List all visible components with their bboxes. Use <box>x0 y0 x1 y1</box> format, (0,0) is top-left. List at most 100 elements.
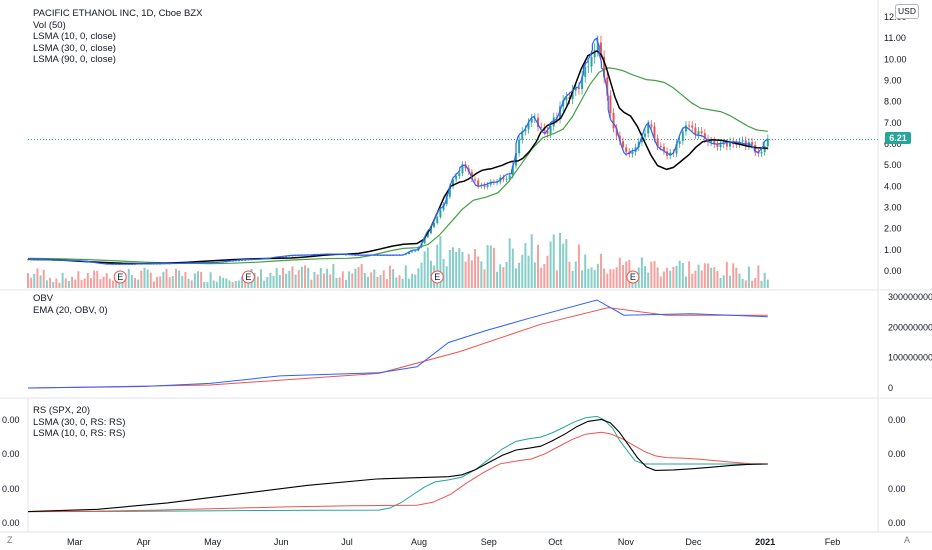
volume-bar <box>609 269 612 288</box>
volume-bar <box>335 277 338 288</box>
time-axis-label: Apr <box>137 537 151 547</box>
rs-tick-label-right: 0.00 <box>888 484 906 494</box>
time-axis-label: Oct <box>548 537 563 547</box>
volume-bar <box>615 267 618 288</box>
rs-lsma10-legend[interactable]: LSMA (10, 0, RS: RS) <box>33 428 126 439</box>
candle-body <box>489 181 492 185</box>
volume-bar <box>282 267 284 288</box>
volume-bar <box>297 270 300 288</box>
volume-bar <box>669 270 672 288</box>
volume-bar <box>530 234 533 288</box>
rs-tick-label-left: 0.00 <box>2 415 20 425</box>
candle-body <box>552 117 555 127</box>
volume-bar <box>480 261 483 288</box>
candle-body <box>442 204 445 210</box>
volume-bar <box>533 262 536 288</box>
volume-bar <box>426 247 429 288</box>
volume-bar <box>546 255 549 288</box>
candle-body <box>596 42 599 51</box>
rs-tick-label-left: 0.00 <box>2 449 20 459</box>
symbol-title[interactable]: PACIFIC ETHANOL INC, 1D, Cboe BZX <box>33 8 203 19</box>
lsma10-legend[interactable]: LSMA (10, 0, close) <box>33 31 116 42</box>
rs-legend-title[interactable]: RS (SPX, 20) <box>33 405 91 416</box>
volume-bar <box>184 271 187 288</box>
volume-bar <box>448 250 451 288</box>
volume-bar <box>549 241 552 288</box>
volume-bar <box>751 280 754 288</box>
obv-legend-title[interactable]: OBV <box>33 293 54 304</box>
volume-bar <box>647 272 650 288</box>
volume-bar <box>483 269 486 288</box>
volume-bar <box>593 270 596 288</box>
volume-bar <box>61 272 64 288</box>
volume-bar <box>181 275 184 288</box>
lsma90-legend[interactable]: LSMA (90, 0, close) <box>33 54 116 65</box>
volume-bar <box>458 248 461 288</box>
rs-tick-label-right: 0.00 <box>888 415 906 425</box>
volume-bar <box>603 268 606 288</box>
volume-bar <box>33 273 36 288</box>
volume-bar <box>697 264 700 288</box>
rs-lsma30-line <box>27 431 768 513</box>
candle-body <box>741 140 744 142</box>
volume-bar <box>86 273 89 288</box>
candle-body <box>474 179 477 181</box>
earnings-marker: E <box>241 270 255 284</box>
zoom-button[interactable]: Z <box>7 535 13 545</box>
volume-bar <box>127 269 130 288</box>
volume-bar <box>256 276 259 288</box>
ema-legend-title[interactable]: EMA (20, OBV, 0) <box>33 304 108 316</box>
candle-body <box>502 177 505 180</box>
volume-bar <box>171 276 174 288</box>
volume-bar <box>417 268 420 288</box>
candle-body <box>278 256 281 258</box>
volume-bar <box>455 251 458 288</box>
auto-scale-button[interactable]: A <box>904 535 911 545</box>
volume-bar <box>338 277 341 288</box>
rs-lsma30-legend[interactable]: LSMA (30, 0, RS: RS) <box>33 416 126 428</box>
ema-obv-line <box>27 307 768 389</box>
volume-bar <box>316 274 319 288</box>
volume-bar <box>222 277 225 288</box>
volume-bar <box>700 270 703 288</box>
time-axis-label: 2021 <box>755 537 775 547</box>
volume-bar <box>653 261 656 288</box>
volume-bar <box>83 278 86 288</box>
candle-body <box>247 259 250 261</box>
candle-body <box>477 180 480 187</box>
volume-bar <box>703 263 706 288</box>
price-tick-label: 11.00 <box>884 33 906 43</box>
volume-bar <box>174 268 177 288</box>
candle-body <box>483 184 486 187</box>
candle-body <box>574 87 577 91</box>
candle-body <box>697 131 700 135</box>
lsma30-legend[interactable]: LSMA (30, 0, close) <box>33 42 116 54</box>
candle-body <box>439 209 442 218</box>
volume-bar <box>474 249 477 288</box>
volume-bar <box>606 273 609 288</box>
candle-body <box>521 131 524 140</box>
volume-bar <box>725 262 728 288</box>
candle-body <box>458 173 461 176</box>
volume-bar <box>275 268 278 288</box>
candle-body <box>241 260 244 261</box>
price-tick-label: 9.00 <box>884 76 902 86</box>
volume-bar <box>363 272 366 288</box>
volume-bar <box>55 278 58 288</box>
volume-legend[interactable]: Vol (50) <box>33 19 66 31</box>
candle-body <box>423 237 426 244</box>
obv-line <box>27 299 768 389</box>
currency-badge[interactable]: USD <box>895 4 919 19</box>
volume-bar <box>307 267 310 288</box>
candle-body <box>571 90 574 100</box>
volume-bar <box>445 266 448 288</box>
volume-bar <box>744 280 747 288</box>
volume-bar <box>552 234 555 288</box>
volume-bar <box>319 267 322 288</box>
volume-bar <box>357 267 360 288</box>
volume-bar <box>143 267 146 288</box>
volume-bar <box>741 278 744 288</box>
candle-body <box>577 87 580 90</box>
earnings-marker-circle <box>626 270 640 284</box>
